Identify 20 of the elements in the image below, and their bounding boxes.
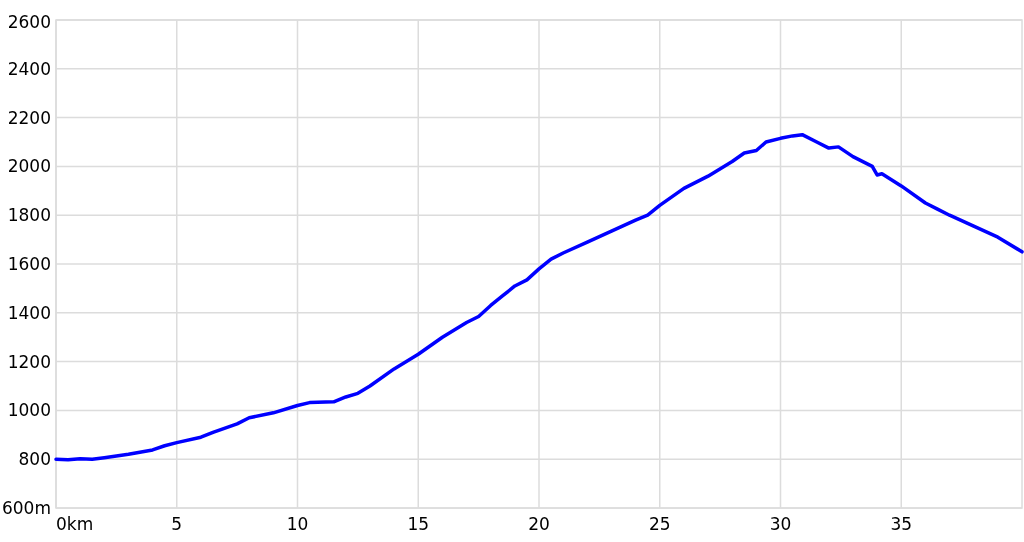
- y-tick-label: 600m: [1, 497, 51, 518]
- x-tick-label: 20: [528, 514, 550, 534]
- y-tick-label: 1200: [7, 351, 51, 372]
- y-tick-label: 1000: [7, 400, 51, 421]
- y-tick-label: 1600: [7, 253, 51, 274]
- x-tick-label: 10: [286, 514, 309, 534]
- x-tick-label: 35: [890, 514, 913, 534]
- x-tick-label: 0km: [56, 514, 94, 534]
- line-series: [54, 132, 1024, 462]
- x-tick-label: 5: [171, 514, 183, 534]
- x-tick-label: 30: [769, 514, 792, 534]
- y-tick-label: 2200: [7, 107, 51, 128]
- y-tick-label: 1400: [7, 302, 51, 323]
- y-tick-label: 2400: [7, 58, 51, 79]
- y-tick-label: 800: [18, 449, 51, 470]
- x-tick-label: 25: [648, 514, 671, 534]
- x-tick-label: 15: [407, 514, 430, 534]
- y-tick-label: 1800: [7, 205, 51, 226]
- y-tick-label: 2600: [7, 11, 51, 32]
- y-tick-label: 2000: [7, 156, 51, 177]
